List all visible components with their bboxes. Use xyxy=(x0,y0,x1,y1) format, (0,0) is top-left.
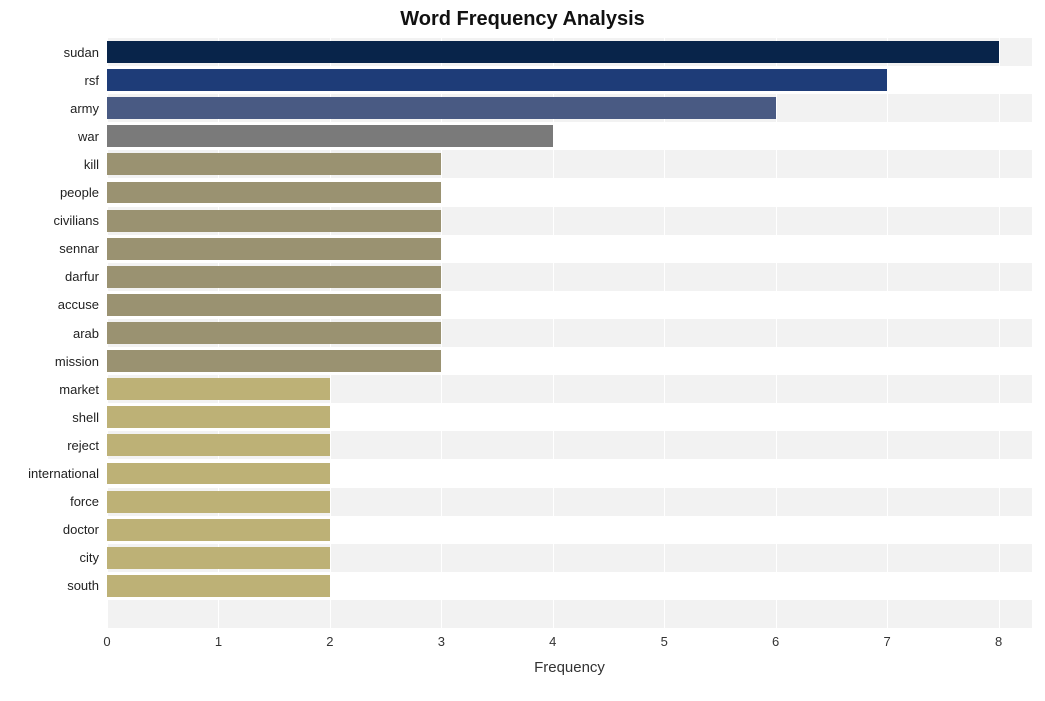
bar xyxy=(107,97,776,119)
bar xyxy=(107,547,330,569)
bar xyxy=(107,519,330,541)
x-tick-label: 0 xyxy=(87,634,127,649)
x-tick-label: 6 xyxy=(756,634,796,649)
gridline xyxy=(999,38,1000,628)
y-tick-label: international xyxy=(0,465,99,482)
y-tick-label: force xyxy=(0,493,99,510)
y-tick-label: people xyxy=(0,184,99,201)
x-axis-title: Frequency xyxy=(107,659,1032,676)
bar xyxy=(107,182,441,204)
y-tick-label: rsf xyxy=(0,72,99,89)
y-tick-label: south xyxy=(0,577,99,594)
y-tick-label: sennar xyxy=(0,240,99,257)
gridline xyxy=(776,38,777,628)
y-tick-label: reject xyxy=(0,437,99,454)
bar xyxy=(107,575,330,597)
bar xyxy=(107,69,887,91)
y-tick-label: shell xyxy=(0,409,99,426)
gridline xyxy=(887,38,888,628)
y-tick-label: civilians xyxy=(0,212,99,229)
gridline xyxy=(664,38,665,628)
y-tick-label: kill xyxy=(0,156,99,173)
x-tick-label: 7 xyxy=(867,634,907,649)
bar xyxy=(107,238,441,260)
y-tick-label: sudan xyxy=(0,44,99,61)
y-tick-label: doctor xyxy=(0,521,99,538)
x-tick-label: 3 xyxy=(421,634,461,649)
y-tick-label: darfur xyxy=(0,268,99,285)
bar xyxy=(107,463,330,485)
y-tick-label: city xyxy=(0,549,99,566)
bar xyxy=(107,350,441,372)
bar xyxy=(107,322,441,344)
bar xyxy=(107,434,330,456)
gridline xyxy=(553,38,554,628)
bar xyxy=(107,153,441,175)
bar xyxy=(107,210,441,232)
bar xyxy=(107,125,553,147)
bar xyxy=(107,378,330,400)
y-tick-label: war xyxy=(0,128,99,145)
y-tick-label: accuse xyxy=(0,296,99,313)
bar xyxy=(107,294,441,316)
bar xyxy=(107,41,999,63)
word-frequency-chart: Word Frequency Analysis sudan rsf army war k… xyxy=(0,0,1045,701)
x-tick-label: 1 xyxy=(198,634,238,649)
y-tick-label: arab xyxy=(0,325,99,342)
bar xyxy=(107,406,330,428)
x-tick-label: 5 xyxy=(644,634,684,649)
bar xyxy=(107,266,441,288)
plot-band xyxy=(107,600,1032,628)
chart-title: Word Frequency Analysis xyxy=(0,8,1045,31)
y-tick-label: mission xyxy=(0,353,99,370)
x-tick-label: 2 xyxy=(310,634,350,649)
plot-area xyxy=(107,38,1032,628)
y-tick-label: army xyxy=(0,100,99,117)
bar xyxy=(107,491,330,513)
x-tick-label: 4 xyxy=(533,634,573,649)
x-tick-label: 8 xyxy=(979,634,1019,649)
y-tick-label: market xyxy=(0,381,99,398)
